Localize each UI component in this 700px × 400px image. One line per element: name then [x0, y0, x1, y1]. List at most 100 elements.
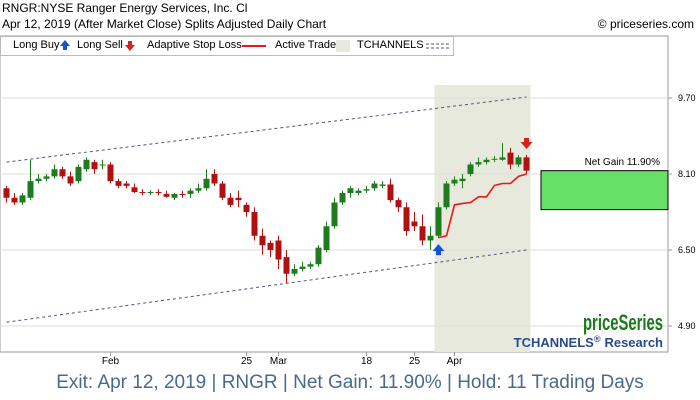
candle-body [491, 158, 498, 160]
trade-summary: Exit: Apr 12, 2019 | RNGR | Net Gain: 11… [56, 372, 644, 393]
candle-body [51, 169, 58, 177]
candle-body [403, 207, 410, 231]
candle-body [107, 164, 114, 182]
long-buy-arrow-icon [60, 40, 70, 50]
candle-body [395, 200, 402, 208]
adaptive-stop-line [438, 173, 527, 239]
candle-body [131, 187, 138, 193]
candle-body [67, 176, 74, 184]
candle-body [19, 195, 26, 203]
candle-body [467, 164, 474, 174]
x-tick-label: 25 [409, 356, 421, 367]
candle-body [75, 166, 82, 182]
candle-body [235, 197, 242, 201]
candle-body [91, 162, 98, 170]
candle-body [363, 189, 370, 191]
candle-body [411, 221, 418, 227]
candle-body [283, 257, 290, 274]
gain-label: Net Gain 11.90% [585, 157, 661, 168]
candle-body [523, 157, 530, 171]
candle-body [459, 178, 466, 182]
brand-research: TCHANNELS® Research [514, 334, 663, 350]
gain-box [540, 170, 669, 211]
candle-body [27, 181, 34, 198]
legend: Long Buy Long Sell Adaptive Stop Loss Ac… [0, 36, 454, 56]
candle-body [339, 193, 346, 203]
y-tick-label: 9.70 [678, 93, 696, 103]
candle-body [203, 178, 210, 189]
candle-body [443, 183, 450, 208]
candle-body [483, 159, 490, 163]
x-tick-label: 25 [241, 356, 253, 367]
buy-arrow-icon [432, 244, 445, 256]
candle-body [251, 212, 258, 236]
candle-body [299, 266, 306, 269]
brand-research-suffix: Research [604, 335, 663, 350]
candle-body [499, 157, 506, 160]
candle-body [99, 164, 106, 166]
candle-body [419, 226, 426, 241]
candle-body [35, 178, 42, 182]
candle-body [427, 235, 434, 241]
brand-name: priceSeries [583, 310, 663, 335]
candle-body [195, 188, 202, 191]
sell-arrow-icon [520, 138, 533, 149]
brand-research-name: TCHANNELS [514, 335, 594, 350]
copyright-text: © priceseries.com [597, 17, 694, 31]
long-sell-arrow-icon [125, 41, 135, 51]
y-tick-label: 4.90 [678, 321, 696, 331]
candle-body [123, 183, 130, 186]
candle-body [227, 197, 234, 205]
candle-body [11, 197, 18, 203]
candle-body [171, 193, 178, 198]
candle-body [507, 152, 514, 165]
chart-title: RNGR:NYSE Ranger Energy Services, Inc. C… [2, 1, 248, 15]
candle-body [3, 188, 10, 198]
candle-body [243, 204, 250, 212]
brand-reg: ® [594, 334, 601, 344]
candle-body [315, 247, 322, 265]
candle-body [307, 264, 314, 267]
x-tick-label: Feb [102, 356, 120, 367]
stop-line-swatch [242, 45, 266, 47]
candle-body [435, 207, 442, 236]
candle-body [147, 192, 154, 194]
legend-active-trade: Active Trade [275, 39, 337, 51]
y-tick-label: 6.50 [678, 245, 696, 255]
active-trade-region [434, 85, 531, 352]
candle-body [155, 192, 162, 194]
candle-body [187, 190, 194, 194]
chart-subtitle: Apr 12, 2019 (After Market Close) Splits… [2, 17, 327, 31]
candle-body [323, 226, 330, 250]
candle-body [139, 192, 146, 194]
candle-body [355, 190, 362, 193]
candle-body [451, 179, 458, 184]
candle-body [211, 174, 218, 184]
candle-body [515, 157, 522, 165]
y-tick-label: 8.10 [678, 169, 696, 179]
candle-body [267, 242, 274, 250]
candle-body [179, 193, 186, 195]
candle-body [387, 184, 394, 201]
candle-body [115, 181, 122, 186]
candle-body [259, 235, 266, 246]
legend-long-buy: Long Buy [13, 39, 60, 51]
candle-body [379, 184, 386, 186]
candle-body [163, 193, 170, 197]
candle-body [371, 183, 378, 189]
candle-body [331, 202, 338, 227]
tchannels-swatch [426, 43, 450, 49]
legend-tchannels: TCHANNELS [357, 39, 424, 51]
active-trade-swatch [336, 40, 350, 52]
candle-body [275, 240, 282, 260]
legend-adaptive-stop: Adaptive Stop Loss [147, 39, 242, 51]
legend-long-sell: Long Sell [77, 39, 123, 51]
x-tick-label: 18 [361, 356, 373, 367]
x-tick-label: Mar [270, 356, 288, 367]
candle-body [83, 159, 90, 170]
candle-body [59, 169, 66, 177]
candle-body [43, 176, 50, 179]
candle-body [475, 162, 482, 165]
candle-body [291, 269, 298, 274]
